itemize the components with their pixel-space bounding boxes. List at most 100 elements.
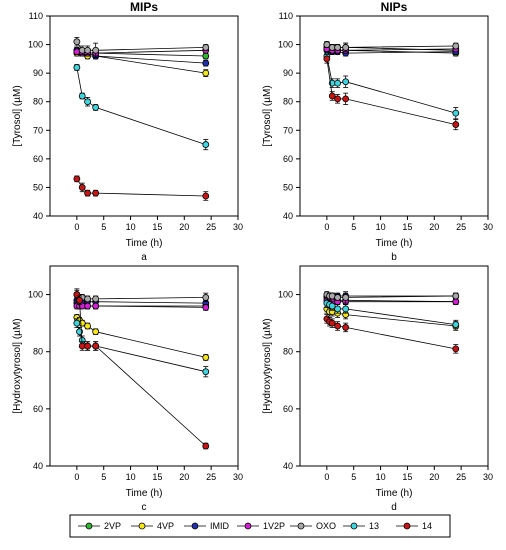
y-tick-label: 60	[283, 154, 293, 164]
data-point	[202, 304, 210, 311]
legend-item: 2VP	[78, 521, 121, 531]
data-point	[202, 59, 210, 67]
y-tick-label: 110	[279, 11, 293, 21]
data-point	[84, 46, 91, 54]
x-tick-label: 5	[101, 222, 106, 232]
panel-letter: a	[141, 252, 147, 263]
data-point	[92, 295, 100, 303]
x-tick-label: 30	[233, 222, 243, 232]
data-point	[92, 302, 100, 310]
data-point	[334, 79, 342, 87]
x-tick-label: 10	[376, 472, 386, 482]
data-point	[92, 189, 100, 197]
data-point	[92, 328, 100, 336]
x-tick-label: 10	[126, 472, 136, 482]
y-tick-label: 80	[283, 347, 293, 357]
x-tick-label: 30	[233, 472, 243, 482]
data-point	[202, 192, 210, 200]
x-tick-label: 15	[402, 222, 412, 232]
y-tick-label: 80	[33, 347, 43, 357]
x-tick-label: 20	[179, 472, 189, 482]
x-tick-label: 30	[483, 472, 493, 482]
data-point	[84, 302, 91, 310]
series-OXO	[323, 291, 460, 304]
data-point	[452, 42, 460, 50]
legend-label: OXO	[316, 521, 336, 531]
data-point	[84, 98, 91, 106]
data-point	[202, 44, 210, 51]
y-tick-label: 100	[28, 40, 43, 50]
data-point	[202, 141, 210, 148]
data-point	[73, 38, 81, 46]
y-axis-label: [Hydroxytyrosol] (µM)	[12, 318, 23, 413]
y-axis-label: [Tyrosol] (µM)	[12, 85, 23, 146]
data-point	[342, 294, 350, 301]
legend: 2VP 4VP IMID 1V2P OXO 13 14	[69, 514, 451, 538]
legend-label: 13	[369, 521, 379, 531]
y-tick-label: 40	[33, 211, 43, 221]
data-point	[73, 64, 81, 71]
data-point	[342, 44, 350, 51]
x-tick-label: 10	[126, 222, 136, 232]
data-point	[92, 342, 100, 350]
series-13	[323, 298, 460, 330]
y-tick-label: 70	[33, 125, 43, 135]
data-point	[334, 305, 342, 313]
data-point	[202, 442, 210, 450]
x-tick-label: 25	[456, 472, 466, 482]
x-tick-label: 5	[351, 472, 356, 482]
data-point	[202, 368, 210, 376]
series-OXO	[73, 289, 210, 303]
y-tick-label: 50	[33, 182, 43, 192]
y-tick-label: 100	[278, 290, 293, 300]
panel-letter: d	[391, 502, 397, 513]
legend-item: 14	[396, 521, 432, 531]
data-point	[84, 295, 91, 303]
y-tick-label: 100	[278, 40, 293, 50]
x-tick-label: 0	[74, 472, 79, 482]
data-point	[452, 345, 460, 353]
data-point	[342, 78, 350, 86]
series-14	[323, 314, 460, 354]
data-point	[84, 322, 91, 330]
plot-frame	[299, 15, 489, 217]
data-point	[78, 184, 86, 191]
plot-frame	[49, 265, 239, 467]
x-tick-label: 15	[402, 472, 412, 482]
legend-label: 14	[422, 521, 432, 531]
data-point	[73, 319, 81, 327]
y-tick-label: 60	[33, 404, 43, 414]
x-axis-label: Time (h)	[376, 488, 413, 499]
plot-frame	[299, 265, 489, 467]
series-OXO	[73, 37, 210, 58]
data-point	[452, 121, 460, 128]
x-tick-label: 0	[324, 222, 329, 232]
x-tick-label: 0	[324, 472, 329, 482]
panel-letter: b	[391, 252, 397, 263]
legend-marker	[191, 522, 199, 530]
y-axis-label: [Tyrosol] (µM)	[262, 85, 273, 146]
chart-panel-b: NIPs 0 5 10 15 20 25 30 40 50 60 70 80 90 100 110 Time (…	[262, 0, 493, 263]
x-axis-label: Time (h)	[126, 238, 163, 249]
data-point	[334, 294, 342, 301]
legend-item: 1V2P	[237, 521, 285, 531]
y-axis-label: [Hydroxytyrosol] (µM)	[262, 318, 273, 413]
series-1V2P	[73, 302, 210, 311]
y-tick-label: 80	[283, 97, 293, 107]
x-axis-label: Time (h)	[376, 238, 413, 249]
x-tick-label: 15	[152, 472, 162, 482]
x-tick-label: 20	[429, 222, 439, 232]
legend-item: IMID	[184, 521, 229, 531]
series-OXO	[323, 41, 460, 53]
data-point	[76, 296, 83, 304]
y-tick-label: 110	[29, 11, 43, 21]
series-line	[76, 294, 207, 447]
data-point	[334, 95, 342, 103]
series-13	[323, 51, 460, 120]
chart-panel-d: 0 5 10 15 20 25 30 40 60 80 100 Time (h) [Hydroxytyr…	[262, 265, 493, 513]
plot-frame	[49, 15, 239, 217]
data-point	[73, 291, 81, 298]
data-point	[328, 302, 336, 310]
x-tick-label: 5	[101, 472, 106, 482]
